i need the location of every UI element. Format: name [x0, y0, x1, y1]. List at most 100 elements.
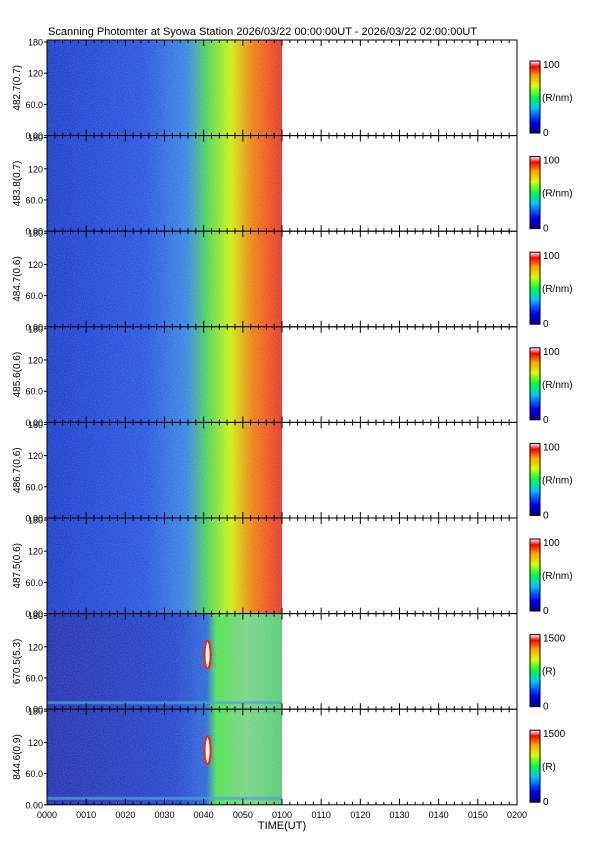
colorbar-unit-label: (R): [542, 762, 556, 773]
colorbar-4: [529, 442, 541, 516]
colorbar-min-label: 0: [543, 510, 549, 521]
colorbar-6: [529, 634, 541, 708]
y-tick-label: 180: [28, 420, 43, 430]
colorbar-0: [529, 60, 541, 134]
y-tick-label: 60.0: [25, 674, 43, 684]
panel-ylabel: 670.5(5.3): [12, 639, 23, 685]
y-tick-label: 60.0: [25, 196, 43, 206]
bottom-band-7: [47, 796, 282, 800]
x-tick-label: 0130: [389, 810, 409, 820]
y-tick-label: 120: [28, 260, 43, 270]
x-tick-label: 0140: [429, 810, 449, 820]
panel-3: 0.00 60.0 120 180 485.6(0.6) 100 0 (R/nm): [12, 324, 573, 428]
colorbar-unit-label: (R/nm): [542, 475, 573, 486]
panel-ylabel: 487.5(0.6): [12, 543, 23, 589]
panel-4: 0.00 60.0 120 180 486.7(0.6) 100 0 (R/nm): [12, 420, 573, 524]
heatmap-noise-3: [47, 326, 282, 423]
y-tick-label: 0.00: [25, 322, 43, 332]
y-tick-label: 120: [28, 738, 43, 748]
colorbar-max-label: 100: [543, 60, 560, 71]
panel-ylabel: 482.7(0.7): [12, 65, 23, 111]
y-tick-label: 120: [28, 164, 43, 174]
heatmap-noise-6: [47, 613, 282, 710]
colorbar-5: [529, 538, 541, 612]
x-tick-label: 0000: [37, 810, 57, 820]
x-tick-label: 0120: [350, 810, 370, 820]
y-tick-label: 120: [28, 356, 43, 366]
panel-2: 0.00 60.0 120 180 484.7(0.6) 100 0 (R/nm): [12, 229, 573, 333]
x-tick-label: 0200: [507, 810, 527, 820]
y-tick-label: 180: [28, 38, 43, 48]
x-tick-label: 0030: [154, 810, 174, 820]
colorbar-3: [529, 347, 541, 421]
heatmap-noise-0: [47, 40, 282, 136]
y-tick-label: 0.00: [25, 131, 43, 141]
y-tick-label: 180: [28, 707, 43, 717]
heatmap-noise-5: [47, 518, 282, 614]
colorbar-2: [529, 251, 541, 325]
y-tick-label: 60.0: [25, 387, 43, 397]
colorbar-min-label: 0: [543, 606, 549, 617]
y-tick-label: 180: [28, 324, 43, 334]
y-tick-label: 120: [28, 69, 43, 79]
heatmap-noise-4: [47, 422, 282, 518]
panel-6: 0.00 60.0 120 180 670.5(5.3) 1500 0 (R): [12, 611, 566, 715]
y-tick-label: 180: [28, 133, 43, 143]
panel-5: 0.00 60.0 120 180 487.5(0.6) 100 0 (R/nm): [12, 516, 573, 620]
heatmap-noise-7: [47, 709, 282, 805]
colorbar-unit-label: (R/nm): [542, 189, 573, 200]
panel-0: 0.00 60.0 120 180 482.7(0.7) 100 0 (R/nm): [12, 38, 573, 142]
bottom-band-6: [47, 701, 282, 705]
panel-ylabel: 483.8(0.7): [12, 161, 23, 207]
x-axis-label: TIME(UT): [258, 820, 306, 832]
colorbar-max-label: 1500: [543, 729, 566, 740]
colorbar-unit-label: (R): [542, 667, 556, 678]
y-tick-label: 60.0: [25, 769, 43, 779]
x-tick-label: 0050: [233, 810, 253, 820]
y-tick-label: 180: [28, 516, 43, 526]
colorbar-min-label: 0: [543, 128, 549, 139]
x-tick-label: 0010: [76, 810, 96, 820]
y-tick-label: 120: [28, 642, 43, 652]
y-tick-label: 180: [28, 611, 43, 621]
colorbar-1: [529, 156, 541, 230]
y-tick-label: 0.00: [25, 705, 43, 715]
panel-7: 0.00 60.0 120 180 844.6(0.9) 1500 0 (R): [12, 707, 566, 811]
panel-ylabel: 485.6(0.6): [12, 352, 23, 398]
x-tick-label: 0110: [311, 810, 330, 820]
panel-1: 0.00 60.0 120 180 483.8(0.7) 100 0 (R/nm): [12, 133, 573, 237]
bright-feature-6: [203, 639, 212, 670]
y-tick-label: 0.00: [25, 227, 43, 237]
chart-title: Scanning Photomter at Syowa Station 2026…: [48, 26, 478, 38]
colorbar-min-label: 0: [543, 415, 549, 426]
heatmap-noise-1: [47, 135, 282, 232]
colorbar-unit-label: (R/nm): [542, 284, 573, 295]
panel-ylabel: 486.7(0.6): [12, 447, 23, 493]
colorbar-min-label: 0: [543, 797, 549, 808]
colorbar-min-label: 0: [543, 224, 549, 235]
panel-ylabel: 844.6(0.9): [12, 734, 23, 780]
heatmap-noise-2: [47, 231, 282, 327]
bright-feature-7: [203, 735, 212, 766]
colorbar-max-label: 100: [543, 442, 560, 453]
y-tick-label: 120: [28, 547, 43, 557]
colorbar-max-label: 100: [543, 347, 560, 358]
y-tick-label: 60.0: [25, 291, 43, 301]
colorbar-min-label: 0: [543, 319, 549, 330]
colorbar-max-label: 1500: [543, 634, 566, 645]
y-tick-label: 120: [28, 451, 43, 461]
x-tick-label: 0040: [194, 810, 214, 820]
colorbar-max-label: 100: [543, 538, 560, 549]
y-tick-label: 0.00: [25, 800, 43, 810]
colorbar-unit-label: (R/nm): [542, 93, 573, 104]
y-tick-label: 60.0: [25, 100, 43, 110]
x-tick-label: 0150: [468, 810, 488, 820]
colorbar-min-label: 0: [543, 702, 549, 713]
y-tick-label: 0.00: [25, 609, 43, 619]
colorbar-max-label: 100: [543, 156, 560, 167]
x-tick-label: 0020: [115, 810, 135, 820]
y-tick-label: 60.0: [25, 482, 43, 492]
x-tick-label: 0100: [272, 810, 292, 820]
y-tick-label: 0.00: [25, 514, 43, 524]
